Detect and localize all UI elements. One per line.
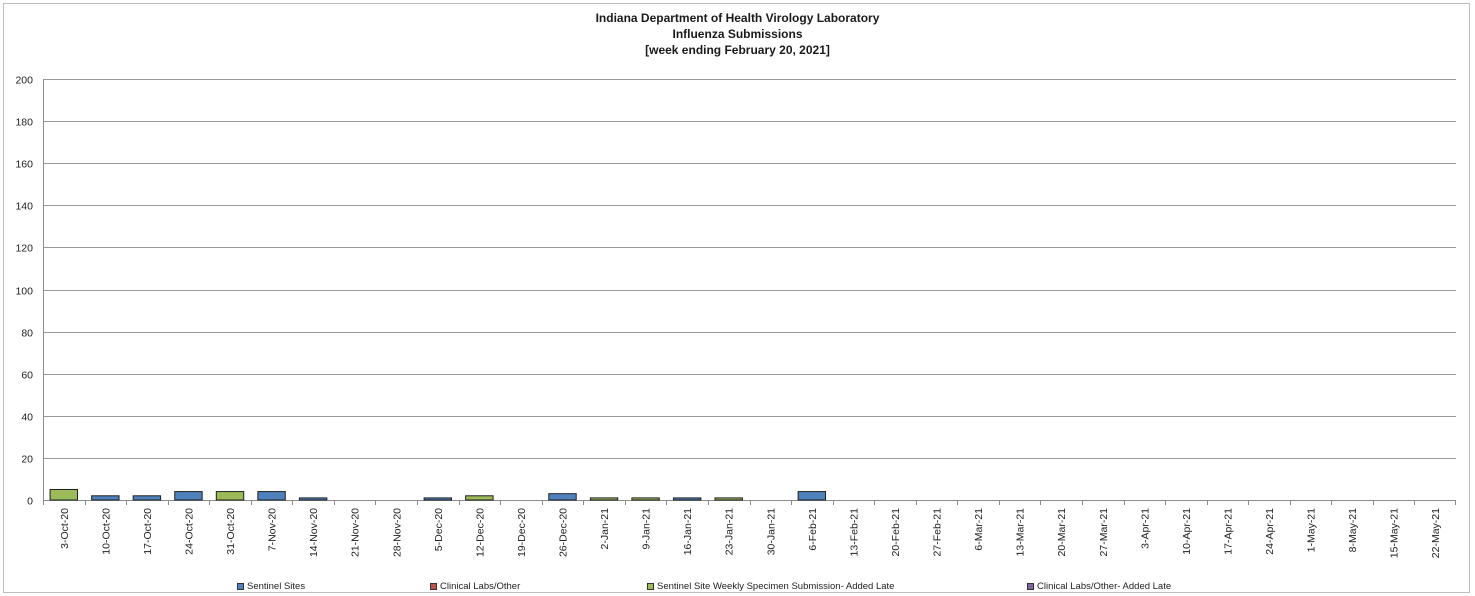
x-tick-label: 31-Oct-20: [225, 508, 237, 555]
chart-title-line-2: Influenza Submissions: [672, 27, 803, 41]
x-tick-label: 24-Apr-21: [1264, 508, 1276, 555]
y-tick-label: 60: [21, 370, 33, 382]
bar-sentinel-site-weekly-specimen-submission-added-late: [631, 497, 660, 501]
x-tick-label: 23-Jan-21: [724, 508, 736, 555]
x-tick-label: 27-Feb-21: [932, 508, 944, 557]
legend-item: Sentinel Sites: [237, 579, 305, 593]
x-tick-label: 21-Nov-20: [350, 508, 362, 557]
x-tick-label: 8-May-21: [1347, 508, 1359, 553]
chart-title-line-1: Indiana Department of Health Virology La…: [595, 11, 880, 25]
x-tick-label: 7-Nov-20: [267, 508, 279, 551]
x-tick-label: 6-Feb-21: [807, 508, 819, 551]
x-tick-label: 16-Jan-21: [682, 508, 694, 555]
bar-sentinel-sites: [797, 491, 827, 501]
x-tick-label: 9-Jan-21: [641, 508, 653, 550]
y-tick-label: 160: [15, 159, 33, 171]
x-tick-label: 2-Jan-21: [599, 508, 611, 550]
bar-sentinel-sites: [257, 491, 286, 501]
x-tick-label: 14-Nov-20: [308, 508, 320, 557]
legend-label: Sentinel Sites: [247, 580, 306, 592]
x-tick-label: 22-May-21: [1430, 508, 1442, 558]
y-tick-label: 100: [15, 286, 33, 298]
x-tick-label: 10-Oct-20: [100, 508, 112, 555]
y-tick-label: 0: [27, 496, 33, 508]
y-tick-label: 180: [15, 117, 33, 129]
legend-label: Sentinel Site Weekly Specimen Submission…: [657, 580, 895, 592]
legend-swatch: [1027, 582, 1034, 590]
bar-sentinel-site-weekly-specimen-submission-added-late: [49, 488, 78, 501]
y-tick-label: 140: [15, 201, 33, 213]
x-tick-label: 6-Mar-21: [973, 508, 985, 551]
bar-sentinel-sites: [423, 497, 453, 501]
y-tick-label: 20: [21, 454, 33, 466]
x-tick-label: 26-Dec-20: [557, 508, 569, 557]
y-tick-label: 200: [15, 75, 33, 87]
y-tick-label: 80: [21, 328, 33, 340]
x-tick-label: 30-Jan-21: [765, 508, 777, 555]
bar-sentinel-site-weekly-specimen-submission-added-late: [215, 491, 245, 501]
bar-sentinel-sites: [548, 493, 577, 501]
x-tick-label: 12-Dec-20: [474, 508, 486, 557]
bar-sentinel-site-weekly-specimen-submission-added-late: [589, 497, 619, 501]
legend-swatch: [430, 582, 437, 590]
chart-title: Indiana Department of Health Virology La…: [0, 10, 1475, 58]
chart-title-line-3: [week ending February 20, 2021]: [645, 43, 830, 57]
x-tick-label: 19-Dec-20: [516, 508, 528, 557]
x-tick-label: 20-Feb-21: [890, 508, 902, 557]
x-tick-label: 15-May-21: [1389, 508, 1401, 558]
bar-sentinel-sites: [672, 497, 702, 501]
x-tick-label: 28-Nov-20: [391, 508, 403, 557]
x-tick-label: 10-Apr-21: [1181, 508, 1193, 555]
bar-sentinel-site-weekly-specimen-submission-added-late: [465, 495, 494, 501]
x-tick-label: 17-Oct-20: [142, 508, 154, 555]
x-tick-label: 3-Oct-20: [59, 508, 71, 549]
bar-sentinel-sites: [91, 495, 120, 501]
y-tick-label: 40: [21, 412, 33, 424]
x-tick-label: 3-Apr-21: [1139, 508, 1151, 549]
legend-label: Clinical Labs/Other: [440, 580, 521, 592]
x-tick-label: 20-Mar-21: [1056, 508, 1068, 557]
chart-legend: Sentinel Sites Clinical Labs/Other Sentine…: [0, 579, 1475, 593]
x-tick-label: 17-Apr-21: [1222, 508, 1234, 555]
legend-label: Clinical Labs/Other- Added Late: [1037, 580, 1172, 592]
bar-sentinel-sites: [174, 491, 203, 501]
x-tick-label: 27-Mar-21: [1098, 508, 1110, 557]
chart-frame: [3, 3, 1470, 593]
legend-item: Clinical Labs/Other: [430, 579, 520, 593]
legend-swatch: [237, 582, 244, 590]
x-tick-label: 24-Oct-20: [183, 508, 195, 555]
legend-swatch: [647, 582, 654, 590]
legend-item: Sentinel Site Weekly Specimen Submission…: [647, 579, 894, 593]
bar-sentinel-site-weekly-specimen-submission-added-late: [714, 497, 743, 501]
legend-item: Clinical Labs/Other- Added Late: [1027, 579, 1171, 593]
x-tick-label: 13-Feb-21: [848, 508, 860, 557]
bar-sentinel-sites: [298, 497, 328, 501]
bar-sentinel-sites: [132, 495, 162, 501]
x-tick-label: 13-Mar-21: [1015, 508, 1027, 557]
y-tick-label: 120: [15, 243, 33, 255]
x-tick-label: 5-Dec-20: [433, 508, 445, 551]
x-tick-label: 1-May-21: [1306, 508, 1318, 553]
